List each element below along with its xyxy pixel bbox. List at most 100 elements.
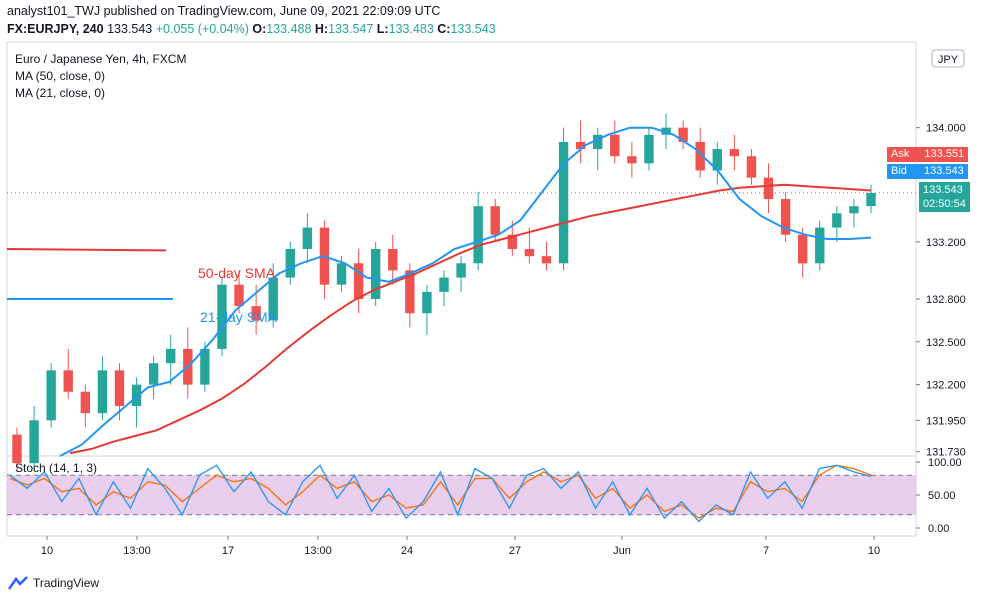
candle-body (575, 141, 586, 150)
ask-value: 133.551 (924, 148, 965, 160)
time-axis-label: 13:00 (304, 545, 332, 557)
time-axis-label: 13:00 (123, 545, 151, 557)
last-price-tag: 133.543 02:50:54 (919, 182, 970, 212)
low-value: 133.483 (388, 22, 434, 36)
candle-body (627, 156, 637, 164)
price-axis-label: 131.950 (926, 415, 966, 427)
candle-body (866, 192, 876, 207)
time-axis-label: 27 (509, 545, 521, 557)
candle-body (541, 256, 552, 264)
sma21-annotation: 21-day SMA (200, 309, 278, 325)
candle-body (166, 348, 176, 364)
time-axis-label: Jun (613, 545, 631, 557)
time-axis-label: 24 (401, 545, 413, 557)
price-axis-label: 132.500 (926, 337, 966, 349)
time-axis-label: 7 (763, 545, 769, 557)
price-axis-label: 133.200 (926, 237, 966, 249)
candle-body (422, 291, 432, 314)
price-axis-label: 132.800 (926, 294, 966, 306)
stoch-k-line (9, 464, 872, 523)
time-axis-label: 10 (868, 545, 880, 557)
publish-info: analyst101_TWJ published on TradingView.… (7, 4, 441, 18)
price-axis-label: 134.000 (926, 123, 966, 135)
ask-label: Ask (891, 148, 910, 160)
stoch-axis-label: 0.00 (928, 523, 949, 535)
price-change: +0.055 (+0.04%) (155, 22, 249, 36)
candle-body (763, 177, 774, 200)
stoch-legend: Stoch (14, 1, 3) (15, 461, 98, 475)
stoch-axis-label: 50.00 (928, 490, 956, 502)
candle-body (456, 263, 466, 278)
ma50-line (69, 183, 872, 455)
candle-body (388, 249, 398, 271)
time-axis-label: 17 (222, 545, 234, 557)
candle-body (285, 249, 295, 278)
ohlc-header: FX:EURJPY, 240 133.543 +0.055 (+0.04%) O… (7, 22, 496, 36)
candle-body (712, 149, 722, 171)
drawn-line-50 (6, 248, 167, 252)
ma21-legend: MA (21, close, 0) (15, 86, 106, 100)
ma21-line (59, 126, 872, 457)
candle-body (217, 284, 227, 349)
candle-body (524, 249, 535, 257)
tradingview-logo[interactable]: TradingView (8, 576, 99, 590)
price-axis-label: 131.730 (926, 447, 966, 459)
time-axis-label: 10 (41, 545, 53, 557)
candle-body (439, 277, 449, 292)
candle-body (200, 348, 210, 385)
ma50-legend: MA (50, close, 0) (15, 69, 106, 83)
candle-body (593, 134, 603, 150)
candle-body (251, 306, 261, 321)
candle-body (80, 391, 91, 414)
candle-body (832, 213, 842, 228)
bid-label: Bid (891, 165, 907, 177)
high-value: 133.547 (328, 22, 374, 36)
currency-badge (931, 49, 965, 68)
close-value: 133.543 (450, 22, 496, 36)
candle-body (29, 420, 39, 464)
candle-body (815, 227, 825, 264)
ask-tag: Ask 133.551 (887, 147, 969, 162)
candle-body (405, 270, 415, 314)
candle-body (336, 263, 347, 285)
candle-body (370, 249, 381, 299)
currency-badge-label: JPY (938, 54, 959, 66)
candle-body (746, 156, 757, 178)
symbol-label: FX:EURJPY, 240 (7, 22, 104, 36)
candle-body (114, 370, 125, 407)
candle-body (558, 141, 569, 264)
candle-body (780, 199, 791, 235)
sma50-annotation: 50-day SMA (198, 265, 276, 281)
stoch-d-line (9, 464, 872, 519)
bid-tag: Bid 133.543 (887, 164, 968, 179)
bar-countdown: 02:50:54 (923, 198, 966, 210)
candle-body (148, 363, 159, 385)
candle-body (729, 149, 740, 157)
tradingview-icon (8, 576, 28, 590)
candle-body (473, 206, 483, 264)
candle-body (507, 234, 518, 249)
price-axis-label: 132.200 (926, 380, 966, 392)
tradingview-brand: TradingView (33, 576, 100, 590)
open-value: 133.488 (266, 22, 312, 36)
candle-body (797, 234, 808, 264)
candle-body (63, 370, 73, 392)
candle-body (353, 263, 364, 299)
candle-body (12, 434, 22, 464)
candle-body (131, 384, 142, 407)
candle-body (644, 134, 654, 164)
last-price-tag-value: 133.543 (923, 184, 963, 196)
candle-body (234, 284, 244, 307)
candle-body (610, 134, 620, 157)
stoch-band (7, 475, 916, 515)
chart-title: Euro / Japanese Yen, 4h, FXCM (15, 52, 187, 66)
bid-value: 133.543 (923, 165, 964, 177)
candle-body (268, 277, 278, 321)
stoch-axis-label: 100.00 (928, 457, 962, 469)
candle-body (46, 370, 56, 421)
candle-body (849, 206, 859, 214)
candle-body (97, 370, 108, 414)
candle-body (695, 141, 705, 171)
candle-body (661, 127, 671, 135)
